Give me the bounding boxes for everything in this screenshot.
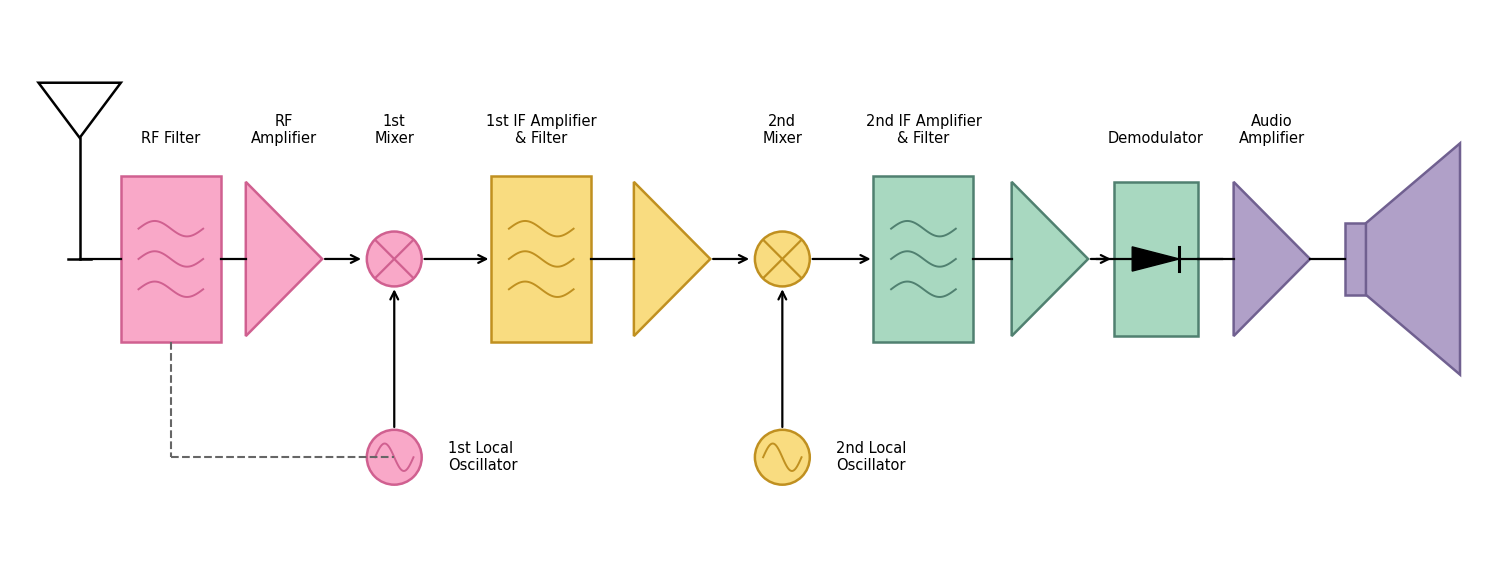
Text: 2nd Local
Oscillator: 2nd Local Oscillator	[836, 441, 906, 473]
Text: 1st IF Amplifier
& Filter: 1st IF Amplifier & Filter	[486, 114, 597, 146]
Text: 1st Local
Oscillator: 1st Local Oscillator	[448, 441, 518, 473]
Polygon shape	[1132, 247, 1179, 271]
FancyBboxPatch shape	[492, 176, 591, 342]
Ellipse shape	[754, 430, 810, 484]
Ellipse shape	[368, 430, 422, 484]
Polygon shape	[1346, 223, 1366, 294]
Ellipse shape	[754, 232, 810, 287]
FancyBboxPatch shape	[1114, 182, 1197, 336]
Text: Demodulator: Demodulator	[1108, 131, 1203, 146]
Polygon shape	[634, 182, 711, 336]
FancyBboxPatch shape	[873, 176, 974, 342]
Text: 2nd IF Amplifier
& Filter: 2nd IF Amplifier & Filter	[865, 114, 981, 146]
Ellipse shape	[368, 232, 422, 287]
Polygon shape	[246, 182, 322, 336]
Text: 2nd
Mixer: 2nd Mixer	[762, 114, 802, 146]
Text: Audio
Amplifier: Audio Amplifier	[1239, 114, 1305, 146]
Text: RF
Amplifier: RF Amplifier	[251, 114, 316, 146]
Polygon shape	[1011, 182, 1088, 336]
FancyBboxPatch shape	[122, 176, 220, 342]
Polygon shape	[1233, 182, 1310, 336]
Text: RF Filter: RF Filter	[141, 131, 201, 146]
Polygon shape	[1366, 143, 1460, 375]
Text: 1st
Mixer: 1st Mixer	[375, 114, 414, 146]
